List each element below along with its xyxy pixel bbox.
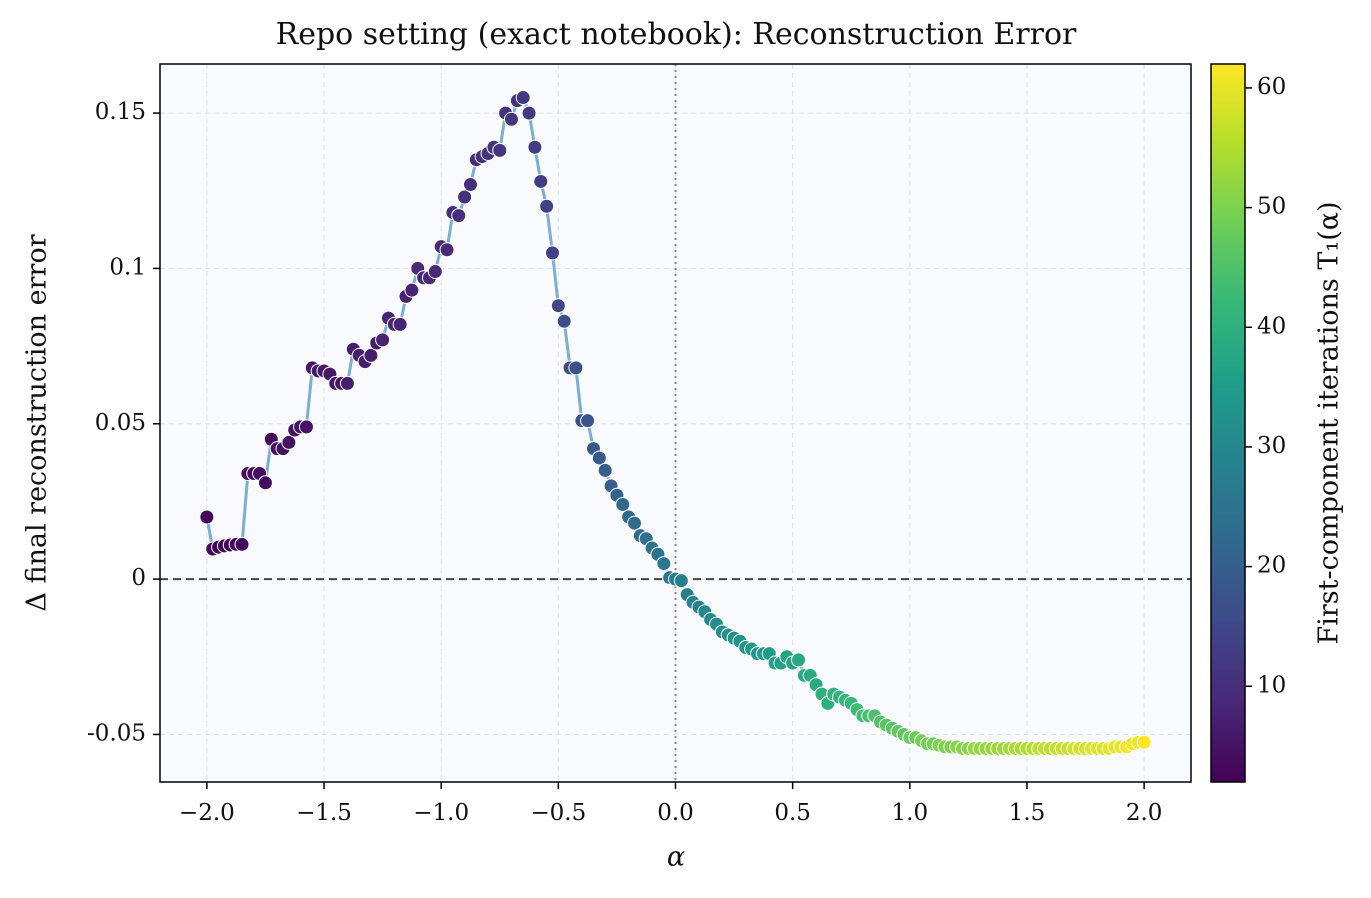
x-tick-label: −0.5 xyxy=(530,800,586,826)
point xyxy=(451,208,467,224)
point xyxy=(591,450,607,466)
point xyxy=(791,652,807,668)
colorbar-label: First-component iterations T₁(α) xyxy=(1314,202,1345,645)
point xyxy=(363,347,379,363)
axes-frame xyxy=(159,63,1192,783)
y-tick-label: 0.1 xyxy=(109,254,146,280)
y-tick-label: 0.15 xyxy=(95,99,146,125)
x-tick-label: 1.5 xyxy=(1009,800,1046,826)
chart-title: Repo setting (exact notebook): Reconstru… xyxy=(276,17,1077,52)
point xyxy=(673,573,689,589)
y-axis-label: Δ final reconstruction error xyxy=(22,234,53,611)
point xyxy=(257,475,273,491)
point xyxy=(375,332,391,348)
point xyxy=(521,105,537,121)
y-tick-label: 0.05 xyxy=(95,410,146,436)
point xyxy=(1136,734,1152,750)
point xyxy=(199,509,215,525)
point xyxy=(626,515,642,531)
x-tick-label: −2.0 xyxy=(179,800,235,826)
point xyxy=(339,375,355,391)
point xyxy=(439,242,455,258)
x-tick-label: 2.0 xyxy=(1126,800,1163,826)
point xyxy=(281,434,297,450)
point xyxy=(462,177,478,193)
point xyxy=(568,360,584,376)
point xyxy=(404,282,420,298)
x-tick-label: 0.5 xyxy=(774,800,811,826)
x-tick-label: −1.5 xyxy=(296,800,352,826)
colorbar-tick-label: 60 xyxy=(1257,74,1286,100)
colorbar-tick-label: 30 xyxy=(1257,433,1286,459)
colorbar-tick-label: 40 xyxy=(1257,313,1286,339)
colorbar-tick-label: 10 xyxy=(1257,672,1286,698)
plot-area xyxy=(160,64,1191,782)
point xyxy=(544,245,560,261)
x-tick-label: 0.0 xyxy=(657,800,694,826)
point xyxy=(580,413,596,429)
x-tick-label: 1.0 xyxy=(892,800,929,826)
point xyxy=(427,264,443,280)
y-tick-label: 0 xyxy=(131,565,146,591)
colorbar xyxy=(1210,63,1246,783)
colorbar-tick-label: 50 xyxy=(1257,194,1286,220)
x-tick-label: −1.0 xyxy=(413,800,469,826)
point xyxy=(527,139,543,155)
point xyxy=(556,313,572,329)
point xyxy=(550,298,566,314)
point xyxy=(515,90,531,106)
x-axis-label: α xyxy=(667,842,685,873)
point xyxy=(656,556,672,572)
point xyxy=(615,497,631,513)
point xyxy=(492,142,508,158)
point xyxy=(597,462,613,478)
colorbar-tick-label: 20 xyxy=(1257,553,1286,579)
point xyxy=(298,419,314,435)
point xyxy=(392,316,408,332)
point xyxy=(533,173,549,189)
y-tick-label: -0.05 xyxy=(87,720,146,746)
point xyxy=(234,536,250,552)
point xyxy=(503,111,519,127)
point xyxy=(457,189,473,205)
point xyxy=(539,198,555,214)
